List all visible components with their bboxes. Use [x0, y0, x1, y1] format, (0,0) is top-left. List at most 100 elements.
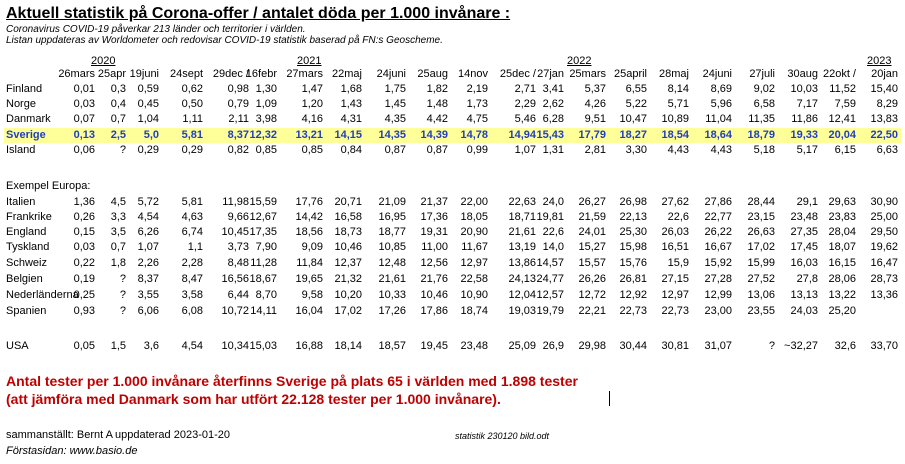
table-cell: 19,65 — [295, 273, 323, 285]
table-cell: 3,98 — [255, 113, 277, 125]
table-cell: 12,04 — [508, 289, 536, 301]
table-cell: 21,32 — [334, 273, 362, 285]
table-cell: 18,57 — [378, 340, 406, 352]
table-cell: 13,21 — [295, 129, 323, 141]
table-cell: 11,67 — [461, 241, 488, 253]
table-cell: 3,3 — [110, 211, 126, 223]
table-cell: 6,06 — [137, 305, 159, 317]
subtitle-line-1: Coronavirus COVID-19 påverkar 213 länder… — [6, 24, 306, 35]
year-label-2021: 2021 — [297, 55, 322, 67]
table-row: Island 0,06? 0,29 0,29 0,82 0,85 0,85 0,84 0,87 0… — [0, 143, 905, 158]
table-row: Finland 0,01 0,3 0,59 0,62 0,98 1,30 1,47 1,68 1,… — [0, 82, 905, 97]
table-cell: 0,84 — [340, 144, 362, 156]
table-cell: 29,98 — [578, 340, 606, 352]
table-cell: 4,63 — [181, 211, 203, 223]
row-label: Nederländerna — [6, 289, 79, 301]
table-cell: 1,11 — [182, 113, 203, 125]
table-cell: ? — [119, 144, 126, 156]
table-cell: 18,67 — [249, 273, 277, 285]
row-label: Tyskland — [6, 241, 50, 253]
column-header: 25mars — [569, 68, 606, 80]
table-cell: 24,77 — [536, 273, 564, 285]
table-cell: 22,21 — [578, 305, 606, 317]
table-cell: 2,62 — [542, 98, 564, 110]
table-cell: 26,81 — [619, 273, 647, 285]
table-row: Frankrike 0,26 3,3 4,54 4,63 9,66 12,67 14,42 16… — [0, 210, 905, 225]
footer-homepage-link[interactable]: Förstasidan: www.basio.de — [6, 445, 138, 457]
table-cell: 27,28 — [704, 273, 732, 285]
table-row: Italien 1,36 4,5 5,72 5,81 11,98 15,59 17,76 20,… — [0, 195, 905, 210]
table-cell: 8,47 — [181, 273, 203, 285]
table-cell: 0,62 — [181, 83, 203, 95]
table-cell: 13,06 — [747, 289, 775, 301]
table-cell: 1,47 — [301, 83, 323, 95]
table-cell: 22,6 — [667, 211, 689, 223]
table-cell: 23,48 — [460, 340, 488, 352]
table-cell: 0,06 — [73, 144, 95, 156]
table-cell: 1,31 — [542, 144, 564, 156]
table-cell: 28,73 — [870, 273, 898, 285]
table-cell: 33,70 — [870, 340, 898, 352]
column-header: 25apr — [97, 68, 126, 80]
year-label-2022: 2022 — [567, 55, 592, 67]
table-cell: 0,22 — [73, 257, 95, 269]
column-header: 28maj — [659, 68, 689, 80]
table-cell: 26,03 — [661, 226, 689, 238]
table-cell: 5,18 — [753, 144, 775, 156]
table-cell: 1,04 — [137, 113, 159, 125]
table-cell: 9,09 — [301, 241, 323, 253]
table-cell: 6,28 — [542, 113, 564, 125]
table-cell: 6,08 — [181, 305, 203, 317]
table-cell: 5,96 — [710, 98, 732, 110]
table-row: USA 0,05 1,5 3,6 4,54 10,34 15,03 16,88 18,14 18,… — [0, 339, 905, 354]
table-cell: 5,22 — [625, 98, 647, 110]
table-cell: 20,71 — [334, 196, 362, 208]
table-cell: 11,98 — [222, 196, 249, 208]
table-cell: 18,27 — [619, 129, 647, 141]
table-cell: 7,90 — [255, 241, 277, 253]
table-cell: 12,92 — [619, 289, 647, 301]
table-cell: 0,03 — [73, 241, 95, 253]
table-row: Nederländerna 0,25? 3,55 3,58 6,44 8,70 9,58 10… — [0, 288, 905, 303]
table-cell: 12,37 — [334, 257, 362, 269]
table-cell: 10,72 — [221, 305, 249, 317]
table-cell: 16,67 — [704, 241, 732, 253]
table-cell: 22,73 — [619, 305, 647, 317]
table-cell: 28,04 — [828, 226, 856, 238]
table-cell: 17,45 — [790, 241, 818, 253]
column-header: 26mars — [58, 68, 95, 80]
table-cell: 26,26 — [578, 273, 606, 285]
column-header: 19juni — [129, 68, 159, 80]
year-label-2023: 2023 — [867, 55, 892, 67]
table-cell: 26,22 — [704, 226, 732, 238]
table-cell: 23,00 — [704, 305, 732, 317]
row-label: Belgien — [6, 273, 43, 285]
table-cell: 13,86 — [508, 257, 536, 269]
table-cell: 19,81 — [536, 211, 564, 223]
table-cell: 1,1 — [187, 241, 203, 253]
row-label: USA — [6, 340, 29, 352]
table-cell: 19,62 — [870, 241, 898, 253]
table-cell: 5,17 — [796, 144, 818, 156]
table-cell: 12,67 — [249, 211, 277, 223]
table-cell: 6,26 — [137, 226, 159, 238]
table-cell: 18,54 — [661, 129, 689, 141]
table-cell: 4,54 — [181, 340, 203, 352]
table-cell: 19,33 — [790, 129, 818, 141]
table-cell: 15,59 — [249, 196, 277, 208]
table-cell: 10,45 — [221, 226, 249, 238]
row-label: Island — [6, 144, 36, 156]
table-cell: 4,31 — [340, 113, 362, 125]
table-cell: 11,00 — [421, 241, 448, 253]
row-label: Norge — [6, 98, 36, 110]
table-cell: 26,9 — [542, 340, 564, 352]
table-cell: 28,06 — [828, 273, 856, 285]
table-cell: 18,05 — [460, 211, 488, 223]
table-cell: 0,59 — [137, 83, 159, 95]
table-cell: 0,93 — [73, 305, 95, 317]
row-label: Frankrike — [6, 211, 52, 223]
table-cell: 0,29 — [137, 144, 159, 156]
table-cell: 0,98 — [227, 83, 249, 95]
table-cell: 19,79 — [536, 305, 564, 317]
table-cell: 27,52 — [747, 273, 775, 285]
